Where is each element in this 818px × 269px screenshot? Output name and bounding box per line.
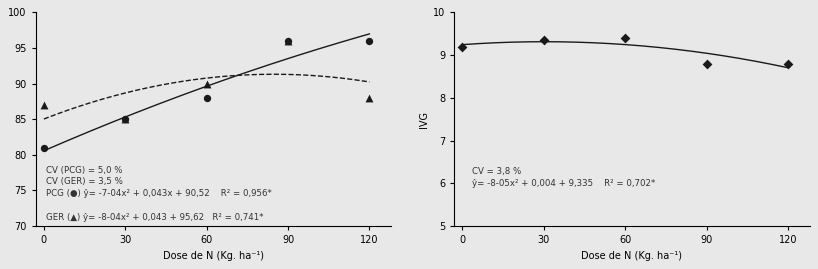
Point: [781, 62, 794, 66]
Text: CV (PCG) = 5,0 %
CV (GER) = 3,5 %
PCG (●) ŷ= -7-04x² + 0,043x + 90,52    R² = 0,: CV (PCG) = 5,0 % CV (GER) = 3,5 % PCG (●…: [47, 166, 272, 222]
Point: [700, 62, 713, 66]
Point: [200, 82, 213, 86]
Point: [281, 39, 294, 43]
Point: [618, 36, 631, 40]
Point: [38, 146, 51, 150]
Point: [119, 117, 132, 121]
Y-axis label: IVG: IVG: [419, 111, 429, 128]
X-axis label: Dose de N (Kg. ha⁻¹): Dose de N (Kg. ha⁻¹): [582, 251, 682, 261]
Point: [363, 39, 376, 43]
Point: [456, 44, 469, 49]
Point: [38, 103, 51, 107]
Point: [537, 38, 551, 42]
Point: [119, 117, 132, 121]
X-axis label: Dose de N (Kg. ha⁻¹): Dose de N (Kg. ha⁻¹): [163, 251, 264, 261]
Text: CV = 3,8 %
ŷ= -8-05x² + 0,004 + 9,335    R² = 0,702*: CV = 3,8 % ŷ= -8-05x² + 0,004 + 9,335 R²…: [472, 167, 655, 187]
Point: [363, 96, 376, 100]
Point: [200, 96, 213, 100]
Point: [281, 39, 294, 43]
